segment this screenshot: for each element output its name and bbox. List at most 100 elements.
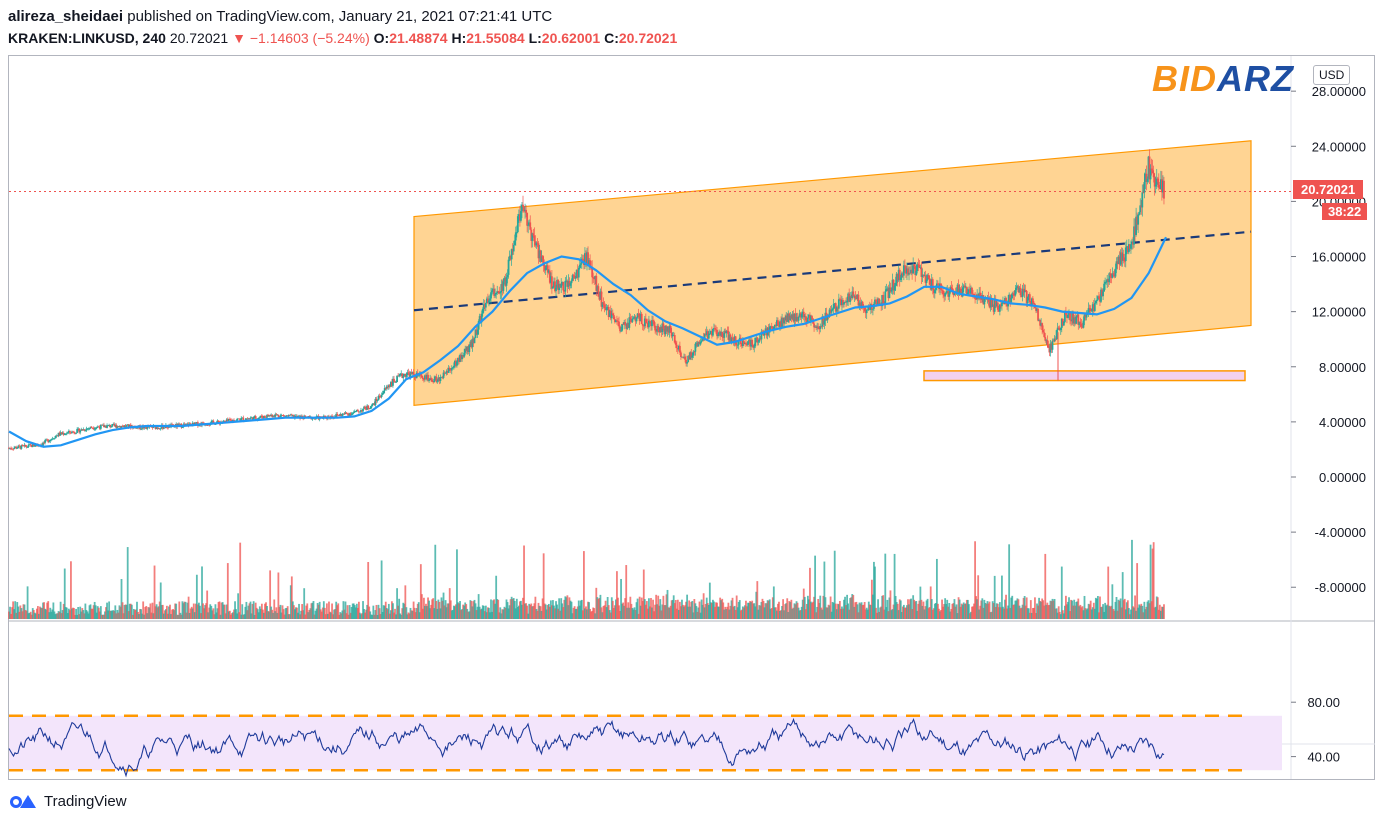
candle-body [279, 415, 282, 418]
candle-body [1095, 299, 1098, 301]
volume-bar [311, 602, 314, 619]
candle-body [151, 426, 154, 428]
volume-bar [1133, 607, 1135, 619]
volume-bar [616, 571, 618, 619]
volume-bar [256, 609, 259, 619]
volume-bar [605, 607, 608, 619]
volume-bar [16, 602, 19, 619]
volume-bar [243, 614, 246, 619]
volume-bar [1073, 599, 1076, 619]
volume-bar [224, 613, 227, 619]
volume-bar [726, 606, 729, 619]
volume-bar [387, 603, 390, 619]
candle-body [865, 309, 868, 314]
volume-bar [506, 602, 509, 619]
volume-bar [567, 605, 570, 619]
candle-body [566, 280, 569, 287]
candle-body [673, 335, 676, 343]
candle-body [861, 301, 864, 308]
volume-bar [362, 601, 364, 619]
close-label: C: [604, 30, 619, 46]
candle-body [554, 281, 556, 292]
volume-bar [225, 604, 228, 619]
candle-body [716, 329, 718, 337]
candle-body [308, 416, 311, 417]
candle-body [17, 445, 20, 448]
candle-body [815, 326, 818, 328]
candle-body [401, 373, 404, 378]
volume-bar [532, 606, 535, 619]
candle-body [94, 427, 97, 429]
candle-body [272, 416, 275, 417]
volume-bar [252, 601, 255, 619]
volume-bar [788, 601, 791, 619]
candle-body [377, 395, 380, 401]
volume-bar [61, 610, 64, 619]
candle-body [760, 331, 763, 340]
volume-bar [86, 611, 89, 619]
candle-body [270, 414, 273, 416]
volume-bar [1157, 609, 1160, 619]
volume-bar [204, 605, 207, 619]
candle-body [110, 426, 113, 428]
candle-body [911, 269, 914, 274]
volume-bar [33, 612, 36, 619]
candle-body [538, 250, 541, 259]
volume-bar [309, 608, 312, 619]
candle-body [884, 291, 887, 304]
candle-body [93, 428, 96, 430]
candle-body [515, 232, 518, 233]
candle-body [466, 346, 469, 351]
volume-bar [884, 553, 887, 619]
author-name[interactable]: alireza_sheidaei [8, 8, 124, 25]
volume-bar [560, 598, 563, 619]
candle-body [584, 253, 586, 266]
volume-bar [305, 605, 308, 619]
candle-body [434, 376, 437, 379]
volume-bar [777, 603, 779, 619]
volume-bar [1026, 608, 1029, 619]
volume-bar [982, 607, 985, 619]
volume-bar [731, 597, 734, 619]
volume-bar [836, 603, 839, 619]
volume-bar [1149, 544, 1152, 619]
candle-body [776, 320, 778, 326]
candle-body [545, 265, 548, 268]
candle-body [493, 288, 496, 296]
candle-body [551, 276, 553, 289]
footer[interactable]: TradingView [8, 792, 127, 810]
volume-bar [21, 611, 24, 619]
volume-bar [642, 569, 645, 619]
volume-bar [580, 599, 583, 619]
currency-button[interactable]: USD [1313, 65, 1351, 85]
candle-body [895, 273, 898, 283]
candle-body [672, 335, 675, 336]
volume-bar [674, 600, 677, 619]
volume-bar [710, 602, 713, 619]
volume-bar [170, 614, 172, 619]
volume-bar [419, 564, 422, 619]
volume-bar [166, 605, 168, 619]
candle-body [18, 445, 21, 447]
volume-bar [263, 612, 265, 619]
volume-bar [985, 603, 988, 619]
volume-bar [295, 607, 297, 619]
volume-bar [423, 597, 425, 619]
candle-body [1094, 300, 1097, 304]
candle-body [1067, 314, 1069, 318]
volume-bar [842, 608, 844, 619]
candle-body [791, 314, 794, 319]
volume-bar [910, 598, 912, 619]
volume-bar [1036, 603, 1038, 619]
volume-bar [944, 598, 947, 619]
candle-body [29, 444, 32, 446]
volume-bar [465, 604, 468, 619]
volume-bar [678, 601, 681, 619]
candle-body [932, 288, 935, 294]
candle-body [928, 278, 931, 285]
candle-body [452, 365, 455, 368]
volume-bar [1142, 612, 1145, 619]
candle-body [1014, 290, 1017, 296]
volume-bar [579, 600, 582, 619]
